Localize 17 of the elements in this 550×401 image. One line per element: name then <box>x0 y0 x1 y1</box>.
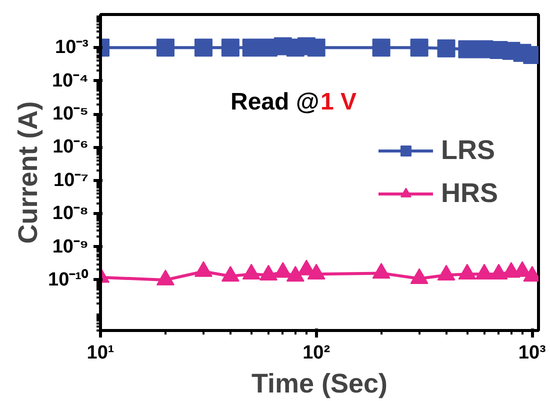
annotation: Read @ <box>230 88 320 116</box>
x-tick-label: 10² <box>302 342 330 364</box>
y-tick-label: 10⁻³ <box>55 37 89 58</box>
y-tick-label: 10⁻⁷ <box>54 170 89 191</box>
legend-label: HRS <box>440 178 498 209</box>
annotation: 1 V <box>320 88 357 116</box>
y-axis-title: Current (A) <box>13 101 44 244</box>
y-tick-label: 10⁻⁶ <box>52 136 89 158</box>
y-tick-label: 10⁻⁴ <box>52 70 89 92</box>
y-tick-label: 10⁻⁵ <box>52 104 89 125</box>
y-tick-label: 10⁻¹⁰ <box>48 268 89 290</box>
x-tick-label: 10³ <box>518 342 546 364</box>
legend-label: LRS <box>440 135 495 166</box>
x-axis-title: Time (Sec) <box>251 368 388 398</box>
x-tick-label: 10¹ <box>86 342 114 364</box>
y-tick-label: 10⁻⁹ <box>52 236 89 258</box>
y-tick-label: 10⁻⁸ <box>52 203 89 224</box>
